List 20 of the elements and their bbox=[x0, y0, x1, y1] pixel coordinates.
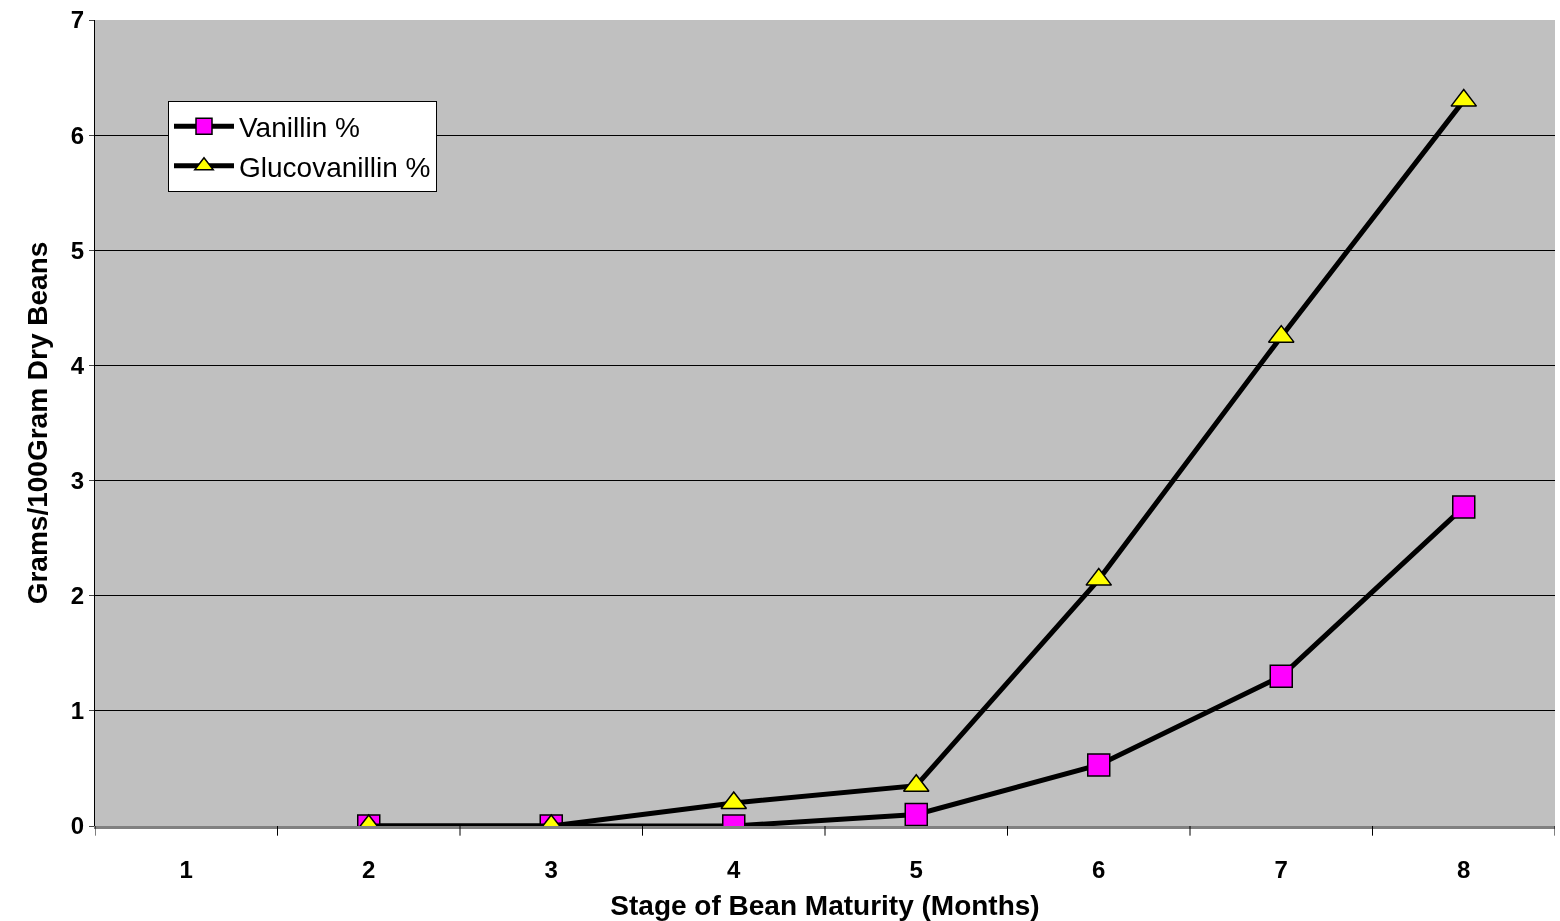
y-tick-label: 3 bbox=[70, 466, 85, 494]
y-tick-label: 1 bbox=[70, 697, 85, 725]
y-tick-label: 5 bbox=[70, 236, 85, 264]
legend-label: Vanillin % bbox=[239, 112, 360, 144]
y-axis-title: Grams/100Gram Dry Beans bbox=[21, 241, 53, 605]
x-axis-title: Stage of Bean Maturity (Months) bbox=[610, 890, 1040, 921]
x-tick-label: 3 bbox=[544, 855, 558, 883]
x-tick-label: 6 bbox=[1092, 855, 1106, 883]
x-tick-label: 2 bbox=[362, 855, 376, 883]
legend-label: Glucovanillin % bbox=[239, 151, 431, 183]
y-tick-label: 6 bbox=[70, 121, 85, 149]
x-tick-label: 5 bbox=[909, 855, 923, 883]
x-tick-label: 4 bbox=[727, 855, 742, 883]
x-tick-label: 1 bbox=[179, 855, 193, 883]
y-tick-label: 4 bbox=[70, 351, 85, 379]
x-tick-label: 7 bbox=[1274, 855, 1288, 883]
y-tick-label: 2 bbox=[70, 582, 85, 610]
x-tick-label: 8 bbox=[1457, 855, 1471, 883]
y-tick-label: 7 bbox=[70, 6, 85, 34]
y-tick-label: 0 bbox=[70, 812, 85, 840]
